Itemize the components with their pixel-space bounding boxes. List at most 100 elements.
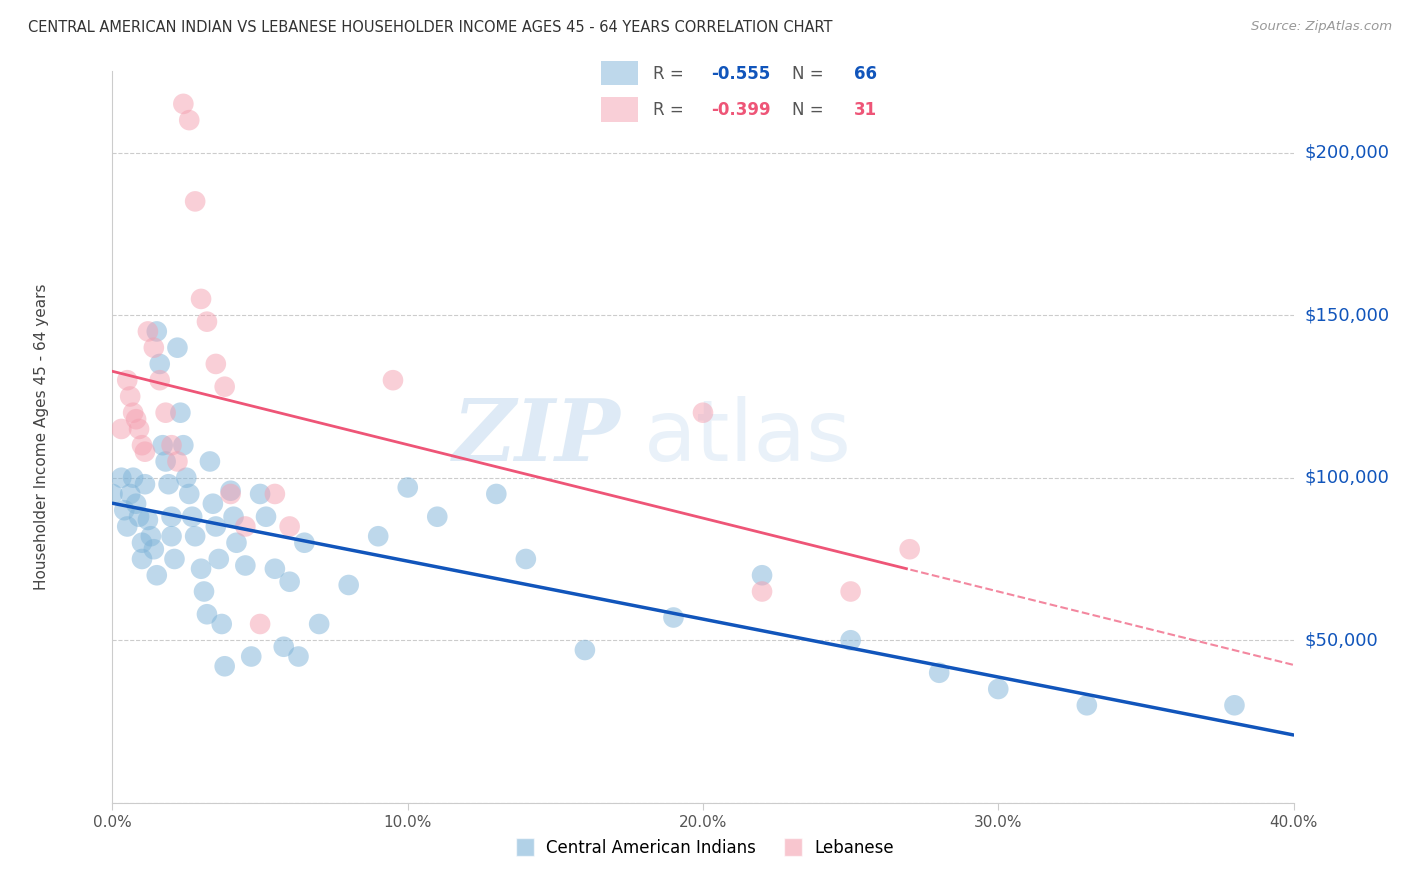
Point — [157, 477, 180, 491]
Point — [128, 509, 150, 524]
Point — [160, 529, 183, 543]
Point — [122, 406, 145, 420]
Point — [112, 503, 135, 517]
Point — [337, 578, 360, 592]
Text: -0.555: -0.555 — [711, 65, 770, 83]
Point — [201, 497, 224, 511]
Point — [1223, 698, 1246, 713]
Point — [396, 480, 419, 494]
Point — [195, 607, 218, 622]
Text: N =: N = — [792, 101, 823, 119]
Point — [142, 341, 165, 355]
Point — [146, 568, 169, 582]
Point — [131, 438, 153, 452]
Point — [225, 535, 247, 549]
Point — [184, 194, 207, 209]
Point — [155, 454, 177, 468]
Point — [152, 438, 174, 452]
Point — [136, 513, 159, 527]
Point — [839, 633, 862, 648]
Point — [193, 584, 215, 599]
Point — [190, 562, 212, 576]
Point — [179, 113, 201, 128]
Text: R =: R = — [652, 65, 689, 83]
Text: $150,000: $150,000 — [1305, 306, 1389, 324]
Point — [515, 552, 537, 566]
Point — [898, 542, 921, 557]
Point — [382, 373, 405, 387]
Point — [134, 444, 156, 458]
Point — [987, 681, 1010, 696]
Text: $100,000: $100,000 — [1305, 468, 1389, 487]
Point — [149, 357, 172, 371]
Point — [174, 471, 197, 485]
Point — [264, 487, 287, 501]
Point — [120, 487, 142, 501]
Text: R =: R = — [652, 101, 689, 119]
Text: 31: 31 — [853, 101, 877, 119]
Point — [367, 529, 389, 543]
Point — [249, 487, 271, 501]
Point — [222, 509, 245, 524]
Point — [198, 454, 221, 468]
Point — [155, 406, 177, 420]
Point — [751, 568, 773, 582]
Point — [128, 422, 150, 436]
Point — [426, 509, 449, 524]
Point — [122, 471, 145, 485]
Point — [131, 535, 153, 549]
Text: $50,000: $50,000 — [1305, 632, 1378, 649]
Text: Householder Income Ages 45 - 64 years: Householder Income Ages 45 - 64 years — [34, 284, 49, 591]
Point — [120, 389, 142, 403]
Point — [166, 454, 188, 468]
Point — [233, 519, 256, 533]
Point — [195, 315, 218, 329]
Point — [125, 497, 148, 511]
Text: ZIP: ZIP — [453, 395, 620, 479]
Text: $200,000: $200,000 — [1305, 144, 1389, 161]
Point — [219, 487, 242, 501]
Point — [211, 617, 233, 632]
Point — [214, 380, 236, 394]
Text: atlas: atlas — [644, 395, 852, 479]
Point — [662, 610, 685, 624]
Point — [131, 552, 153, 566]
Point — [101, 487, 124, 501]
Point — [134, 477, 156, 491]
Point — [273, 640, 295, 654]
Point — [181, 509, 204, 524]
FancyBboxPatch shape — [602, 97, 638, 122]
Point — [149, 373, 172, 387]
Point — [146, 325, 169, 339]
Legend: Central American Indians, Lebanese: Central American Indians, Lebanese — [506, 832, 900, 864]
Point — [240, 649, 263, 664]
Point — [117, 519, 138, 533]
Point — [205, 519, 228, 533]
Point — [110, 422, 132, 436]
Text: 66: 66 — [853, 65, 877, 83]
Point — [249, 617, 271, 632]
Point — [1076, 698, 1098, 713]
Point — [485, 487, 508, 501]
Point — [160, 438, 183, 452]
FancyBboxPatch shape — [602, 62, 638, 86]
Point — [928, 665, 950, 680]
Text: CENTRAL AMERICAN INDIAN VS LEBANESE HOUSEHOLDER INCOME AGES 45 - 64 YEARS CORREL: CENTRAL AMERICAN INDIAN VS LEBANESE HOUS… — [28, 20, 832, 35]
Point — [117, 373, 138, 387]
Point — [219, 483, 242, 498]
Point — [574, 643, 596, 657]
Point — [287, 649, 309, 664]
Point — [169, 406, 191, 420]
Point — [292, 535, 315, 549]
Point — [308, 617, 330, 632]
Point — [278, 574, 301, 589]
Point — [125, 412, 148, 426]
Point — [184, 529, 207, 543]
Text: -0.399: -0.399 — [711, 101, 770, 119]
Point — [110, 471, 132, 485]
Point — [172, 96, 194, 111]
Point — [214, 659, 236, 673]
Point — [254, 509, 277, 524]
Point — [839, 584, 862, 599]
Point — [136, 325, 159, 339]
